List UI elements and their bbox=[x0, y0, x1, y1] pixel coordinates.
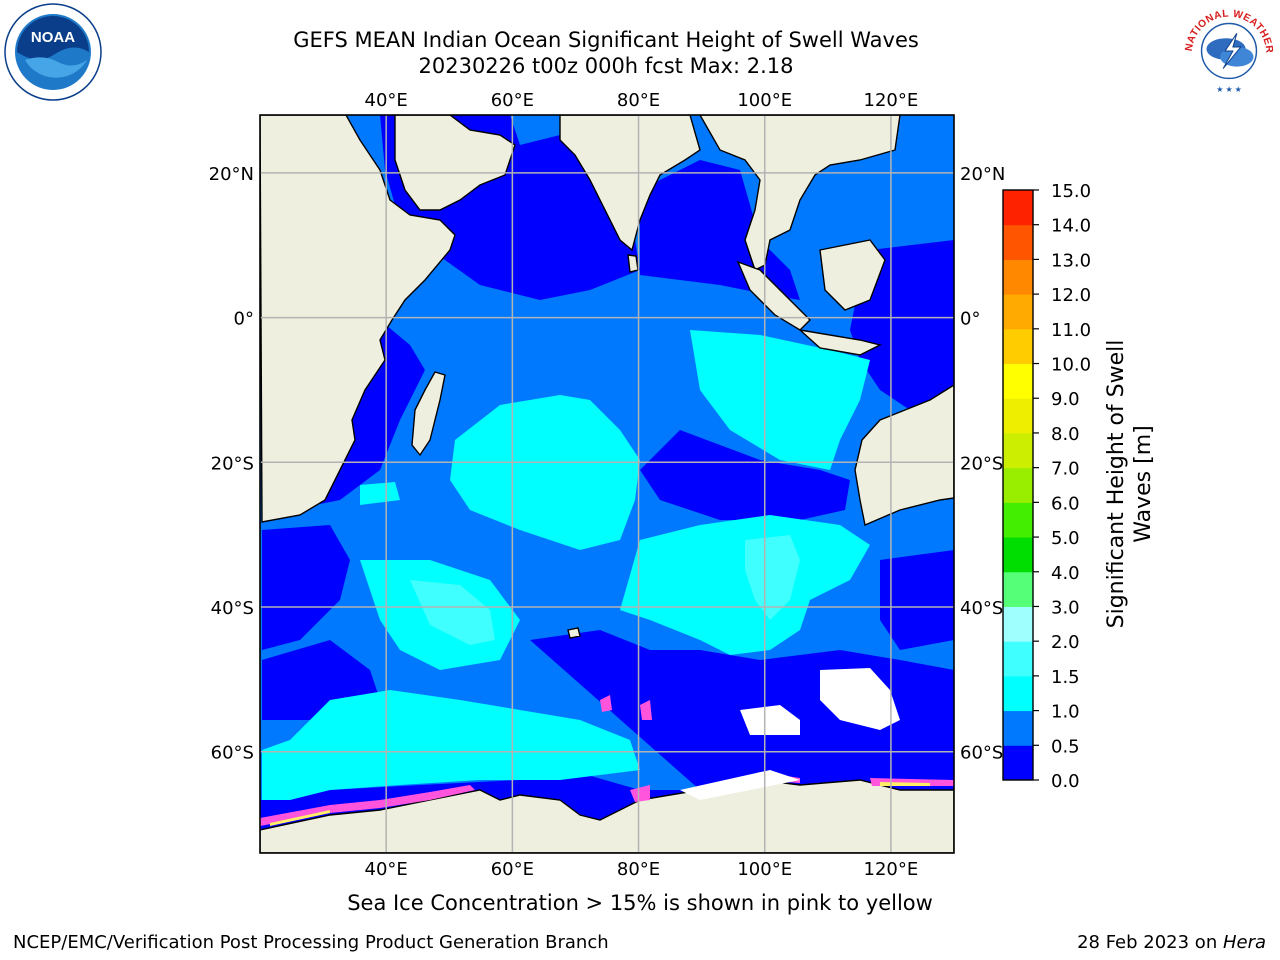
bottom-lon-label-1: 60°E bbox=[491, 859, 534, 880]
colorbar-segment-12 bbox=[1003, 328, 1033, 365]
top-lon-label-2: 80°E bbox=[617, 90, 660, 111]
colorbar-segment-10 bbox=[1003, 398, 1033, 434]
colorbar-segment-1 bbox=[1003, 710, 1033, 746]
colorbar-tick-label-15: 13.0 bbox=[1051, 250, 1091, 271]
colorbar-tick-label-0: 0.0 bbox=[1051, 771, 1080, 792]
ice-covered-ocean bbox=[680, 668, 900, 800]
colorbar-segment-7 bbox=[1003, 502, 1033, 538]
colorbar-segment-15 bbox=[1003, 224, 1033, 260]
right-latitude-labels: 20°N 0° 20°S 40°S 60°S bbox=[960, 164, 1005, 764]
right-lat-label-1: 0° bbox=[960, 309, 980, 330]
colorbar-tick-label-14: 12.0 bbox=[1051, 285, 1091, 306]
colorbar-segment-9 bbox=[1003, 432, 1033, 469]
colorbar-segment-5 bbox=[1003, 571, 1033, 607]
left-latitude-labels: 20°N 0° 20°S 40°S 60°S bbox=[209, 164, 254, 764]
colorbar-segment-8 bbox=[1003, 467, 1033, 503]
noaa-logo: NOAA bbox=[4, 3, 102, 101]
colorbar-tick-label-8: 6.0 bbox=[1051, 493, 1080, 514]
right-lat-label-4: 60°S bbox=[960, 743, 1003, 764]
colorbar-tick-labels: 0.0 0.5 1.0 1.5 2.0 3.0 4.0 5.0 6.0 7.0 8.0 9.0 10.0… bbox=[1033, 181, 1091, 792]
noaa-logo-text: NOAA bbox=[31, 29, 75, 46]
colorbar-label-line2: Waves [m] bbox=[1131, 425, 1156, 542]
right-lat-label-3: 40°S bbox=[960, 598, 1003, 619]
left-lat-label-3: 40°S bbox=[211, 598, 254, 619]
right-lat-label-2: 20°S bbox=[960, 453, 1003, 474]
colorbar-tick-label-12: 10.0 bbox=[1051, 355, 1091, 376]
bottom-lon-label-3: 100°E bbox=[737, 859, 792, 880]
colorbar-tick-label-7: 5.0 bbox=[1051, 528, 1080, 549]
gridlines bbox=[260, 115, 954, 853]
sea-ice-note: Sea Ice Concentration > 15% is shown in … bbox=[0, 891, 1280, 915]
colorbar-tick-label-1: 0.5 bbox=[1051, 736, 1080, 757]
left-lat-label-2: 20°S bbox=[211, 453, 254, 474]
top-longitude-labels: 40°E 60°E 80°E 100°E 120°E bbox=[365, 90, 919, 111]
swell-height-map: 40°E 60°E 80°E 100°E 120°E 40°E 60°E 80°E 100°E… bbox=[209, 90, 1156, 880]
colorbar-tick-label-17: 15.0 bbox=[1051, 181, 1091, 202]
colorbar-segment-16 bbox=[1003, 190, 1033, 226]
footer-date-text: 28 Feb 2023 on bbox=[1077, 932, 1223, 953]
colorbar-tick-label-4: 2.0 bbox=[1051, 632, 1080, 653]
colorbar-tick-label-3: 1.5 bbox=[1051, 667, 1080, 688]
colorbar-segment-3 bbox=[1003, 641, 1033, 677]
map-subtitle: 20230226 t00z 000h fcst Max: 2.18 bbox=[418, 54, 794, 78]
colorbar-segment-13 bbox=[1003, 294, 1033, 330]
colorbar-tick-label-2: 1.0 bbox=[1051, 702, 1080, 723]
top-lon-label-1: 60°E bbox=[491, 90, 534, 111]
left-lat-label-4: 60°S bbox=[211, 743, 254, 764]
colorbar-tick-label-9: 7.0 bbox=[1051, 459, 1080, 480]
map-title: GEFS MEAN Indian Ocean Significant Heigh… bbox=[293, 28, 919, 52]
left-lat-label-0: 20°N bbox=[209, 164, 254, 185]
map-frame bbox=[259, 114, 955, 854]
colorbar-tick-label-5: 3.0 bbox=[1051, 597, 1080, 618]
colorbar-tick-label-11: 9.0 bbox=[1051, 389, 1080, 410]
colorbar-segment-14 bbox=[1003, 259, 1033, 295]
land bbox=[260, 115, 954, 853]
light-cyan-swell-regions bbox=[410, 535, 800, 645]
svg-text:★ ★ ★: ★ ★ ★ bbox=[1216, 85, 1241, 94]
colorbar-tick-label-6: 4.0 bbox=[1051, 563, 1080, 584]
footer-machine: Hera bbox=[1222, 932, 1266, 953]
sea-ice-note-text: Sea Ice Concentration > 15% is shown in … bbox=[347, 891, 933, 915]
bottom-lon-label-2: 80°E bbox=[617, 859, 660, 880]
colorbar-segment-4 bbox=[1003, 606, 1033, 642]
top-lon-label-4: 120°E bbox=[864, 90, 919, 111]
colorbar-segment-6 bbox=[1003, 537, 1033, 573]
colorbar-tick-label-10: 8.0 bbox=[1051, 424, 1080, 445]
colorbar-label-line1: Significant Height of Swell bbox=[1104, 340, 1129, 629]
sea-ice-high bbox=[270, 782, 930, 826]
nws-logo: NATIONAL WEATHER SERVICE ★ ★ ★ bbox=[1180, 0, 1276, 96]
right-lat-label-0: 20°N bbox=[960, 164, 1005, 185]
colorbar-segment-11 bbox=[1003, 363, 1033, 399]
colorbar-segment-2 bbox=[1003, 675, 1033, 712]
footer-branch: NCEP/EMC/Verification Post Processing Pr… bbox=[13, 932, 609, 953]
footer-date: 28 Feb 2023 on Hera bbox=[1077, 932, 1266, 953]
bottom-lon-label-4: 120°E bbox=[864, 859, 919, 880]
bottom-longitude-labels: 40°E 60°E 80°E 100°E 120°E bbox=[365, 859, 919, 880]
colorbar-frame bbox=[1002, 189, 1034, 781]
bottom-lon-label-0: 40°E bbox=[365, 859, 408, 880]
colorbar-tick-label-16: 14.0 bbox=[1051, 216, 1091, 237]
map-field bbox=[260, 115, 954, 853]
colorbar-segment-0 bbox=[1003, 745, 1033, 781]
top-lon-label-3: 100°E bbox=[737, 90, 792, 111]
colorbar-tick-label-13: 11.0 bbox=[1051, 320, 1091, 341]
top-lon-label-0: 40°E bbox=[365, 90, 408, 111]
colorbar bbox=[1002, 189, 1034, 781]
left-lat-label-1: 0° bbox=[234, 309, 254, 330]
